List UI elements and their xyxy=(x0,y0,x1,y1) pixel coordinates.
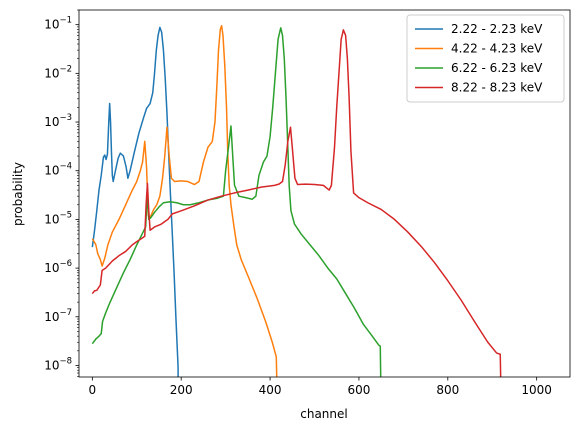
y-tick-label-3: 10−5 xyxy=(44,210,72,226)
legend-label-2: 6.22 - 6.23 keV xyxy=(451,61,543,75)
y-tick-label-0: 10−8 xyxy=(44,356,72,372)
x-tick-label-5: 1000 xyxy=(521,383,552,397)
plot-frame xyxy=(78,9,571,378)
y-tick-label-1: 10−7 xyxy=(44,308,72,324)
series-line-1 xyxy=(91,24,278,377)
y-axis-label: probability xyxy=(11,162,25,226)
y-tick-label-7: 10−1 xyxy=(44,16,72,32)
x-tick-label-1: 200 xyxy=(170,383,193,397)
x-axis: 0 200 400 600 800 1000 xyxy=(89,377,552,397)
legend-box xyxy=(406,14,565,103)
y-tick-label-5: 10−3 xyxy=(44,113,72,129)
y-tick-label-2: 10−6 xyxy=(44,259,72,275)
legend-label-1: 4.22 - 4.23 keV xyxy=(451,42,543,56)
y-axis: 10−8 10−7 10−6 10−5 10−4 10−3 10−2 10−1 xyxy=(44,9,79,377)
x-tick-label-4: 800 xyxy=(436,383,459,397)
x-axis-label: channel xyxy=(300,407,347,421)
x-tick-label-3: 600 xyxy=(347,383,370,397)
legend-label-0: 2.22 - 2.23 keV xyxy=(451,22,543,36)
x-tick-label-0: 0 xyxy=(89,383,97,397)
x-tick-label-2: 400 xyxy=(259,383,282,397)
legend: 2.22 - 2.23 keV 4.22 - 4.23 keV 6.22 - 6.2… xyxy=(406,14,565,103)
legend-label-3: 8.22 - 8.23 keV xyxy=(451,81,543,95)
y-tick-label-4: 10−4 xyxy=(44,162,72,178)
y-tick-label-6: 10−2 xyxy=(44,64,72,80)
series-line-3 xyxy=(91,29,502,377)
series-layer xyxy=(91,24,502,377)
